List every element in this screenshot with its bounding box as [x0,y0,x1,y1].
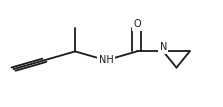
Text: NH: NH [99,55,113,65]
Text: N: N [160,42,167,52]
Text: O: O [133,19,141,29]
